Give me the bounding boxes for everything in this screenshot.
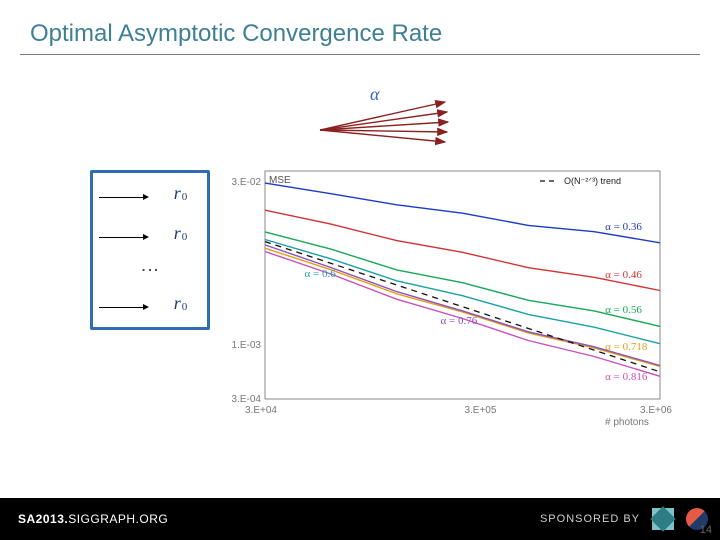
arrow-icon <box>99 237 144 238</box>
ytick-label: 3.E-04 <box>232 394 261 405</box>
series-a06 <box>265 240 660 344</box>
page-number: 14 <box>700 524 712 536</box>
series-annotation: α = 0.56 <box>605 304 642 316</box>
series-annotation: α = 0.76 <box>441 315 478 327</box>
arrow-head-icon <box>143 304 149 310</box>
arrow-head-icon <box>143 194 149 200</box>
arrow-icon <box>99 307 144 308</box>
xtick-label: 3.E+04 <box>245 405 277 416</box>
trend-line <box>265 242 660 372</box>
footer: SA2013.SIGGRAPH.ORG SPONSORED BY <box>0 498 720 540</box>
arrow-head-icon <box>143 234 149 240</box>
title-underline <box>20 54 700 55</box>
r0-symbol: r0 <box>159 291 201 315</box>
sponsored-by-label: SPONSORED BY <box>540 513 640 525</box>
r0-symbol: r0 <box>159 221 201 245</box>
xtick-label: 3.E+05 <box>464 405 496 416</box>
r0-box: r0 r0 ⋮ r0 <box>90 170 210 330</box>
series-annotation: α = 0.46 <box>605 269 642 281</box>
ytick-label: 1.E-03 <box>232 340 261 351</box>
slide: Optimal Asymptotic Convergence Rate α r0… <box>0 0 720 540</box>
arrow-icon <box>99 197 144 198</box>
series-annotation: α = 0.6 <box>305 268 336 280</box>
ytick-label: 3.E-02 <box>232 177 261 188</box>
r0-row: r0 <box>99 181 207 213</box>
alpha-fan: α <box>310 90 460 150</box>
sponsor-diamond-icon <box>652 508 674 530</box>
r0-row: r0 <box>99 221 207 253</box>
footer-sa: SA2013. <box>18 512 68 526</box>
svg-text:O(N⁻²ᐟ³) trend: O(N⁻²ᐟ³) trend <box>564 176 621 186</box>
series-a036 <box>265 183 660 243</box>
chart-canvas: MSEO(N⁻²ᐟ³) trend <box>210 163 670 433</box>
series-annotation: α = 0.36 <box>605 221 642 233</box>
series-a076 <box>265 245 660 366</box>
footer-right: SPONSORED BY <box>540 508 708 530</box>
series-annotation: α = 0.816 <box>605 371 647 383</box>
vertical-dots-icon: ⋮ <box>139 261 161 281</box>
alpha-arrows-icon <box>310 90 460 150</box>
alpha-symbol: α <box>370 84 379 105</box>
xlabel: # photons <box>605 417 649 428</box>
footer-org: SIGGRAPH.ORG <box>68 512 168 526</box>
series-annotation: α = 0.718 <box>605 341 647 353</box>
r0-symbol: r0 <box>159 181 201 205</box>
xtick-label: 3.E+06 <box>640 405 672 416</box>
r0-row: r0 <box>99 291 207 323</box>
slide-title: Optimal Asymptotic Convergence Rate <box>30 20 442 48</box>
footer-left: SA2013.SIGGRAPH.ORG <box>18 512 168 526</box>
convergence-chart: MSEO(N⁻²ᐟ³) trend α = 0.36 α = 0.46 α = 0.… <box>210 163 670 433</box>
